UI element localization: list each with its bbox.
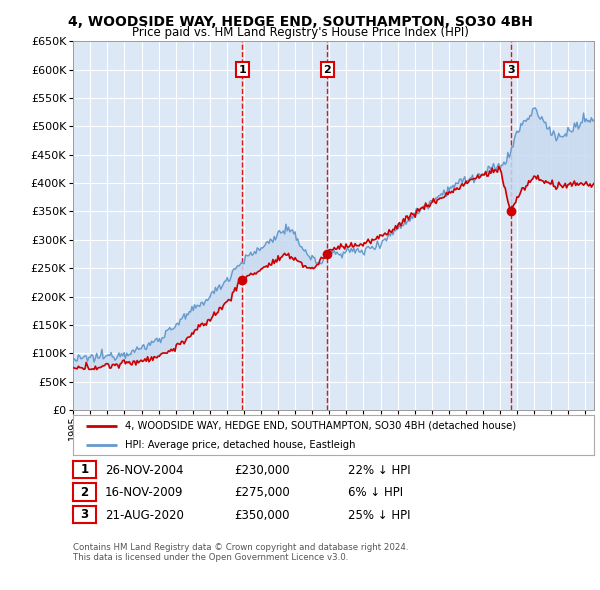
Text: 3: 3 bbox=[507, 65, 515, 75]
Text: 1: 1 bbox=[80, 463, 89, 476]
Text: 21-AUG-2020: 21-AUG-2020 bbox=[105, 509, 184, 522]
Text: 4, WOODSIDE WAY, HEDGE END, SOUTHAMPTON, SO30 4BH: 4, WOODSIDE WAY, HEDGE END, SOUTHAMPTON,… bbox=[68, 15, 532, 29]
Text: 2: 2 bbox=[323, 65, 331, 75]
Text: 2: 2 bbox=[80, 486, 89, 499]
Text: £275,000: £275,000 bbox=[234, 486, 290, 499]
Text: £230,000: £230,000 bbox=[234, 464, 290, 477]
Text: 26-NOV-2004: 26-NOV-2004 bbox=[105, 464, 184, 477]
Text: £350,000: £350,000 bbox=[234, 509, 290, 522]
Text: 1: 1 bbox=[238, 65, 246, 75]
Text: 4, WOODSIDE WAY, HEDGE END, SOUTHAMPTON, SO30 4BH (detached house): 4, WOODSIDE WAY, HEDGE END, SOUTHAMPTON,… bbox=[125, 421, 517, 431]
Text: This data is licensed under the Open Government Licence v3.0.: This data is licensed under the Open Gov… bbox=[73, 553, 349, 562]
Text: HPI: Average price, detached house, Eastleigh: HPI: Average price, detached house, East… bbox=[125, 441, 356, 450]
Text: 22% ↓ HPI: 22% ↓ HPI bbox=[348, 464, 410, 477]
Text: Price paid vs. HM Land Registry's House Price Index (HPI): Price paid vs. HM Land Registry's House … bbox=[131, 26, 469, 39]
Text: 3: 3 bbox=[80, 508, 89, 521]
Text: Contains HM Land Registry data © Crown copyright and database right 2024.: Contains HM Land Registry data © Crown c… bbox=[73, 543, 409, 552]
Text: 25% ↓ HPI: 25% ↓ HPI bbox=[348, 509, 410, 522]
Text: 6% ↓ HPI: 6% ↓ HPI bbox=[348, 486, 403, 499]
Text: 16-NOV-2009: 16-NOV-2009 bbox=[105, 486, 184, 499]
